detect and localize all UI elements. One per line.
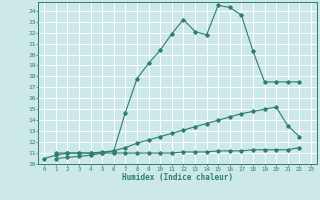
X-axis label: Humidex (Indice chaleur): Humidex (Indice chaleur) <box>122 173 233 182</box>
